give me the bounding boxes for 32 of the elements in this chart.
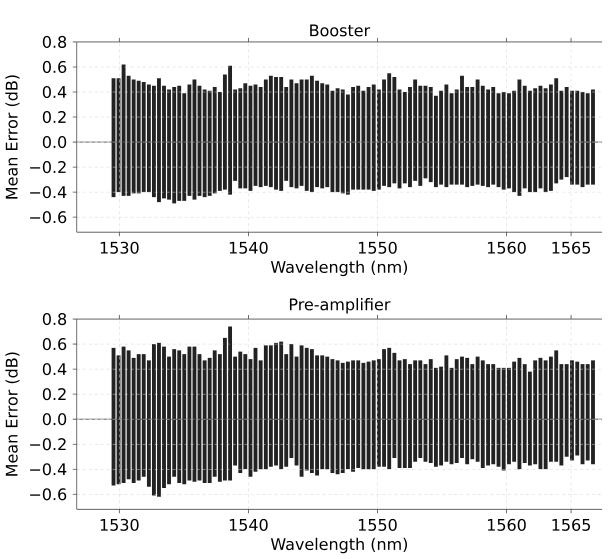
y-tick-label: −0.2 bbox=[30, 161, 66, 174]
y-tick-label: −0.6 bbox=[30, 488, 66, 501]
y-tick-label: 0.6 bbox=[42, 61, 66, 74]
x-tick-label: 1560 bbox=[488, 519, 526, 532]
x-tick-label: 1540 bbox=[230, 242, 268, 254]
x-tick-label: 1530 bbox=[100, 519, 139, 532]
x-tick-label: 1540 bbox=[230, 519, 268, 532]
y-tick-label: 0.2 bbox=[42, 388, 66, 400]
x-axis-title: Wavelength (nm) bbox=[270, 260, 408, 276]
x-tick-label: 1550 bbox=[358, 519, 397, 532]
x-axis-title: Wavelength (nm) bbox=[270, 538, 408, 554]
y-tick-label: −0.2 bbox=[30, 438, 66, 450]
y-tick-label: −0.6 bbox=[30, 211, 66, 224]
x-tick-label: 1560 bbox=[488, 242, 526, 254]
y-tick-label: −0.4 bbox=[30, 186, 66, 198]
y-tick-label: 0.8 bbox=[42, 36, 66, 48]
y-tick-label: 0.4 bbox=[42, 363, 66, 376]
x-tick-label: 1530 bbox=[100, 242, 139, 254]
x-tick-label: 1565 bbox=[552, 519, 590, 532]
y-axis-title: Mean Error (dB) bbox=[5, 76, 20, 199]
y-tick-label: 0.4 bbox=[42, 86, 66, 98]
chart-title: Booster bbox=[310, 24, 370, 37]
x-tick-label: 1550 bbox=[358, 242, 397, 254]
y-tick-label: 0.8 bbox=[42, 313, 66, 326]
y-tick-label: −0.4 bbox=[30, 463, 66, 476]
chart-title: Pre-amplifier bbox=[290, 298, 390, 314]
y-axis-title: Mean Error (dB) bbox=[5, 352, 20, 476]
y-tick-label: 0.0 bbox=[42, 136, 66, 148]
y-tick-label: 0.2 bbox=[42, 111, 66, 124]
y-tick-label: 0.0 bbox=[42, 413, 66, 426]
x-tick-label: 1565 bbox=[552, 242, 590, 254]
y-tick-label: 0.6 bbox=[42, 338, 66, 350]
